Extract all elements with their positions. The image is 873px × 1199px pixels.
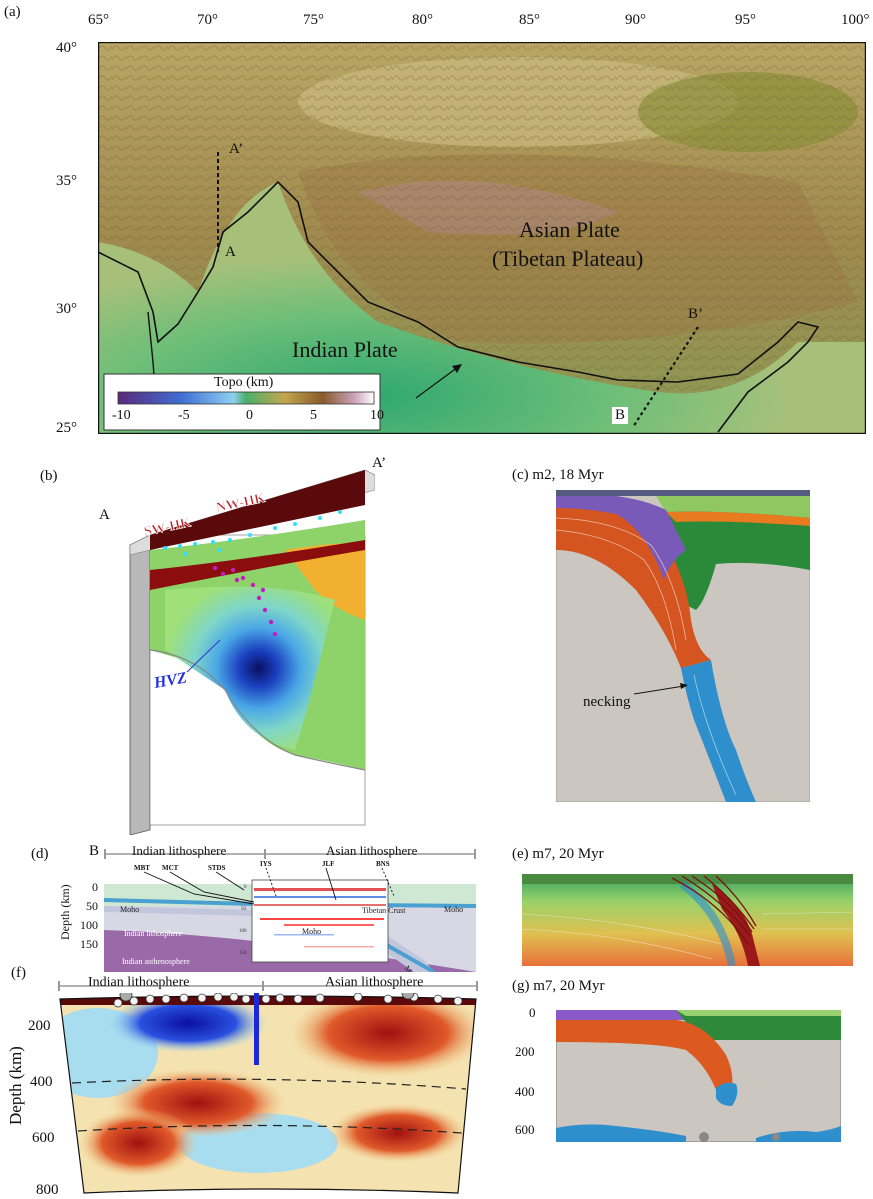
panel-f-label: (f) <box>11 965 26 981</box>
discontinuity-660 <box>77 1124 463 1134</box>
lat-tick-40: 40° <box>56 40 77 56</box>
panel-c-label: (c) m2, 18 Myr <box>512 467 604 483</box>
colorbar-title: Topo (km) <box>214 375 274 390</box>
fault-stds: STDS <box>208 864 226 872</box>
point-b-label: B <box>612 407 629 424</box>
panel-d-ytick-50: 50 <box>86 899 98 913</box>
lon-tick-90: 90° <box>625 12 646 28</box>
colorbar-tick-5: 5 <box>310 408 317 423</box>
fault-mbt: MBT <box>134 864 150 872</box>
seismicity-magenta <box>212 565 278 637</box>
panel-g-label: (g) m7, 20 Myr <box>512 978 605 994</box>
panel-g-ytick-0: 0 <box>529 1005 536 1020</box>
necking-label: necking <box>583 694 631 710</box>
panel-e-label: (e) m7, 20 Myr <box>512 846 604 862</box>
point-a-prime-label: A’ <box>229 141 244 157</box>
tomography-section-f <box>59 993 477 1194</box>
fault-bns: BNS <box>376 860 390 868</box>
lon-tick-95: 95° <box>735 12 756 28</box>
panel-b-point-a: A <box>99 507 110 523</box>
fault-mct: MCT <box>162 864 179 872</box>
panel-d-extent-arrows <box>104 849 476 859</box>
panel-g-ytick-600: 600 <box>515 1122 535 1137</box>
inner-tick-50: 50 <box>241 907 247 912</box>
geodynamic-model-c <box>556 490 810 802</box>
necking-arrow <box>633 683 688 695</box>
topography-map <box>98 42 866 434</box>
panel-a-label: (a) <box>4 4 21 20</box>
panel-g-ytick-400: 400 <box>515 1084 535 1099</box>
lat-tick-35: 35° <box>56 173 77 189</box>
panel-f-ytick-200: 200 <box>28 1018 51 1034</box>
earthquake-markers <box>113 993 463 1008</box>
cross-section-d: MBT MCT STDS IYS JLF BNS Moho Moho Moho … <box>104 860 476 972</box>
lon-tick-80: 80° <box>412 12 433 28</box>
panel-d-ytick-0: 0 <box>92 880 98 894</box>
colorbar-tick-neg10: -10 <box>112 408 131 423</box>
inner-tick-0: 0 <box>244 885 247 890</box>
fault-jlf: JLF <box>322 860 334 868</box>
colorbar-tick-10: 10 <box>370 408 384 423</box>
panel-f-ytick-600: 600 <box>32 1130 55 1146</box>
lat-tick-30: 30° <box>56 301 77 317</box>
tomography-block-b: SW-HK NW-HK HVZ <box>129 469 375 835</box>
panel-d-ylabel: Depth (km) <box>58 884 72 940</box>
colorbar-gradient <box>117 391 375 405</box>
tibetan-crust-label: Tibetan Crust <box>362 906 406 915</box>
tibetan-plateau-label: (Tibetan Plateau) <box>492 246 644 271</box>
panel-d-point-b: B <box>89 843 100 859</box>
colorbar-tick-0: 0 <box>246 408 253 423</box>
lon-tick-75: 75° <box>303 12 324 28</box>
moho-slab: Moho <box>402 964 420 972</box>
panel-d-ytick-100: 100 <box>80 918 98 932</box>
seismic-image-inset <box>251 879 389 963</box>
panel-b-point-a-prime: A’ <box>372 455 387 471</box>
indian-lithosphere-inner: Indian lithosphere <box>124 929 182 938</box>
profile-line-b <box>632 326 699 428</box>
panel-g-ytick-200: 200 <box>515 1044 535 1059</box>
inner-tick-150: 150 <box>239 951 247 956</box>
lon-tick-85: 85° <box>519 12 540 28</box>
moho-right: Moho <box>444 905 463 914</box>
indian-plate-label: Indian Plate <box>292 337 398 362</box>
asian-plate-label: Asian Plate <box>519 217 620 242</box>
moho-left: Moho <box>120 905 139 914</box>
blue-profile-bar <box>254 993 259 1065</box>
plate-boundary-line <box>98 180 820 433</box>
panel-d-label: (d) <box>31 846 49 862</box>
fault-iys: IYS <box>260 860 272 868</box>
indian-asthenosphere: Indian asthenosphere <box>122 957 190 966</box>
seismicity-blue <box>163 510 342 556</box>
lon-tick-65: 65° <box>88 12 109 28</box>
colorbar-tick-neg5: -5 <box>178 408 190 423</box>
plate-motion-arrow <box>415 366 459 399</box>
lat-tick-25: 25° <box>56 420 77 436</box>
panel-f-ytick-400: 400 <box>30 1074 53 1090</box>
panel-d-ytick-150: 150 <box>80 937 98 951</box>
panel-f-ylabel: Depth (km) <box>6 1046 25 1125</box>
geodynamic-model-e <box>522 874 853 966</box>
inner-tick-100: 100 <box>239 929 247 934</box>
hvz-label: HVZ <box>152 669 189 692</box>
panel-f-extent-arrows <box>58 981 478 991</box>
discontinuity-410 <box>71 1078 467 1090</box>
indian-plain <box>98 182 866 434</box>
panel-f-ytick-800: 800 <box>36 1182 59 1198</box>
point-b-prime-label: B’ <box>688 306 703 322</box>
geodynamic-model-g <box>556 1010 841 1142</box>
lon-tick-100: 100° <box>841 12 870 28</box>
point-a-label: A <box>225 244 236 260</box>
lon-tick-70: 70° <box>197 12 218 28</box>
panel-b-label: (b) <box>40 468 58 484</box>
moho-center: Moho <box>302 927 321 936</box>
